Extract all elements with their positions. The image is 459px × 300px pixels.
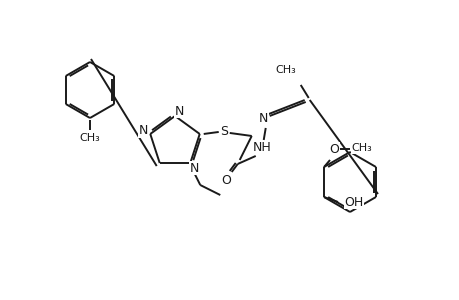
Text: O: O xyxy=(220,175,230,188)
Text: N: N xyxy=(258,112,268,125)
Text: CH₃: CH₃ xyxy=(351,143,372,153)
Text: OH: OH xyxy=(344,196,363,208)
Text: N: N xyxy=(189,161,199,175)
Text: N: N xyxy=(174,104,183,118)
Text: NH: NH xyxy=(252,142,270,154)
Text: N: N xyxy=(138,124,148,137)
Text: CH₃: CH₃ xyxy=(275,65,296,75)
Text: O: O xyxy=(328,142,338,155)
Text: S: S xyxy=(219,125,227,139)
Text: CH₃: CH₃ xyxy=(79,133,100,143)
